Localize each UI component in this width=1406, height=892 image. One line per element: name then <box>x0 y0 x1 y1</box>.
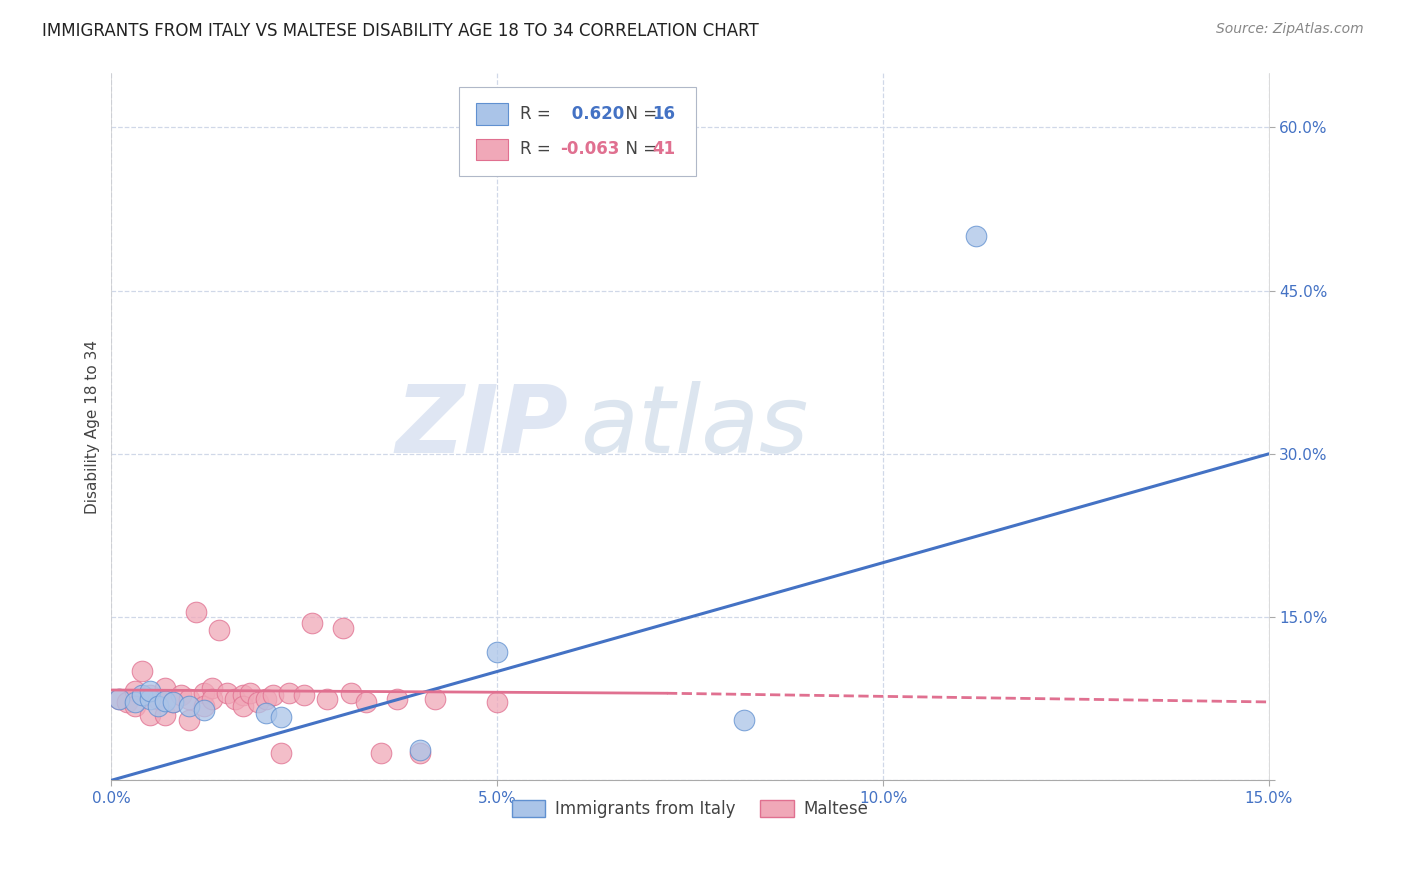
Point <box>124 695 146 709</box>
Point <box>155 708 177 723</box>
Point <box>486 695 509 709</box>
Point <box>201 691 224 706</box>
Point <box>208 623 231 637</box>
Point <box>254 691 277 706</box>
Point <box>262 689 284 703</box>
Point <box>186 605 208 619</box>
Point <box>193 686 215 700</box>
Point <box>965 229 987 244</box>
Point <box>733 714 755 728</box>
Point <box>177 691 200 706</box>
Point <box>177 714 200 728</box>
Point <box>239 686 262 700</box>
Text: Source: ZipAtlas.com: Source: ZipAtlas.com <box>1216 22 1364 37</box>
Point <box>370 746 392 760</box>
Point <box>131 689 153 703</box>
Text: 16: 16 <box>652 105 675 123</box>
Point <box>162 695 184 709</box>
Point <box>201 681 224 695</box>
Point <box>155 681 177 695</box>
Point <box>316 691 339 706</box>
Point <box>162 695 184 709</box>
Point <box>301 615 323 630</box>
Point <box>425 691 447 706</box>
Point <box>409 746 432 760</box>
Point <box>170 689 193 703</box>
Point <box>124 699 146 714</box>
Text: atlas: atlas <box>581 381 808 472</box>
Point <box>115 695 138 709</box>
Point <box>139 689 162 703</box>
Point <box>146 691 169 706</box>
Text: ZIP: ZIP <box>395 381 568 473</box>
Point <box>270 710 292 724</box>
Point <box>124 684 146 698</box>
Text: N =: N = <box>614 140 662 159</box>
Bar <box>477 139 509 160</box>
Text: R =: R = <box>520 105 555 123</box>
Point <box>139 684 162 698</box>
Point <box>277 686 299 700</box>
Point <box>108 691 131 706</box>
Text: IMMIGRANTS FROM ITALY VS MALTESE DISABILITY AGE 18 TO 34 CORRELATION CHART: IMMIGRANTS FROM ITALY VS MALTESE DISABIL… <box>42 22 759 40</box>
Bar <box>477 103 509 125</box>
FancyBboxPatch shape <box>458 87 696 176</box>
Point <box>193 699 215 714</box>
Point <box>155 694 177 708</box>
Text: N =: N = <box>614 105 662 123</box>
Point <box>131 665 153 679</box>
Text: 41: 41 <box>652 140 675 159</box>
Text: -0.063: -0.063 <box>561 140 620 159</box>
Point <box>292 689 315 703</box>
Text: R =: R = <box>520 140 555 159</box>
Point <box>254 706 277 720</box>
Point <box>224 691 246 706</box>
Text: 0.620: 0.620 <box>567 105 624 123</box>
Point <box>270 746 292 760</box>
Point <box>232 699 254 714</box>
Point <box>232 689 254 703</box>
Legend: Immigrants from Italy, Maltese: Immigrants from Italy, Maltese <box>505 794 876 825</box>
Point <box>177 699 200 714</box>
Point <box>146 699 169 714</box>
Point <box>108 691 131 706</box>
Point <box>217 686 239 700</box>
Point <box>385 691 408 706</box>
Point <box>409 743 432 757</box>
Point <box>339 686 361 700</box>
Point <box>354 695 377 709</box>
Point <box>139 691 162 706</box>
Point <box>486 645 509 659</box>
Point <box>139 708 162 723</box>
Y-axis label: Disability Age 18 to 34: Disability Age 18 to 34 <box>86 340 100 514</box>
Point <box>332 621 354 635</box>
Point <box>193 702 215 716</box>
Point <box>247 695 270 709</box>
